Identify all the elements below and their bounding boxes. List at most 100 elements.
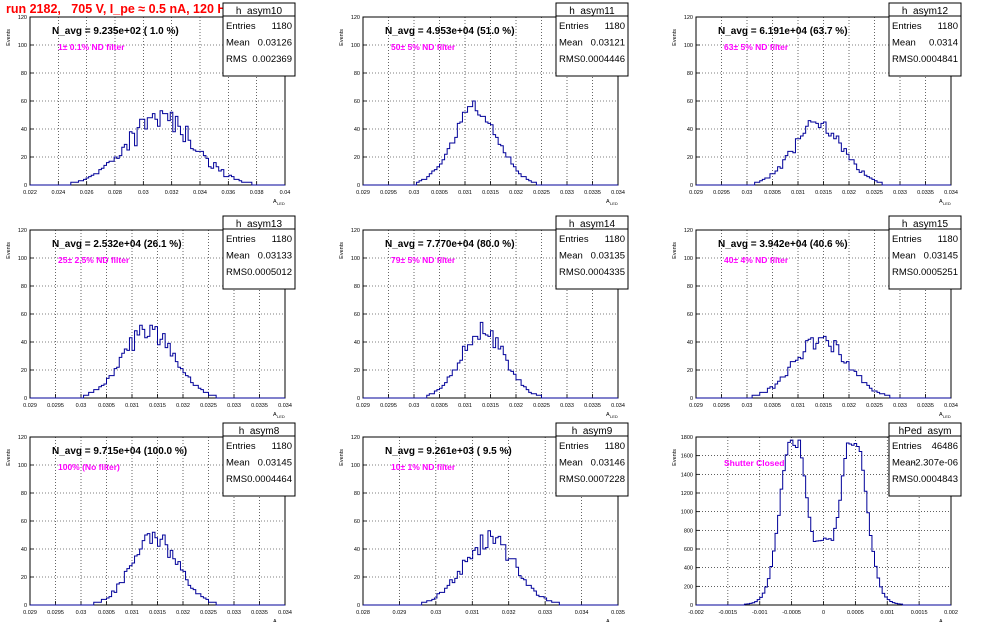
- x-axis-title: A: [939, 199, 943, 205]
- stats-value: 0.03126: [258, 38, 292, 49]
- x-tick-label: 0.0305: [764, 190, 781, 196]
- x-tick-label: 0.029: [689, 190, 703, 196]
- x-tick-label: 0.031: [465, 610, 479, 616]
- histogram-panel-h_asym14: 0.029 0.0295 0.03 0.0305 0.031 0.0315 0.032 0.0…: [339, 215, 629, 419]
- x-tick-label: 0.032: [176, 403, 190, 409]
- x-tick-label: 0.032: [842, 190, 856, 196]
- x-tick-label: 0.032: [842, 403, 856, 409]
- filter-note: 50± 5% ND filter: [391, 42, 456, 52]
- stats-body-box: [888, 228, 962, 290]
- histogram-panel-h_asym11: 0.029 0.0295 0.03 0.0305 0.031 0.0315 0.032 0.0…: [339, 2, 629, 206]
- y-tick-label: 1600: [681, 454, 693, 460]
- y-axis-title: Events: [672, 29, 678, 46]
- stats-label: Mean: [226, 458, 250, 469]
- x-tick-label: 0.03: [742, 190, 753, 196]
- y-tick-label: 80: [354, 284, 360, 290]
- x-axis-title-subscript: LED: [277, 414, 285, 419]
- histogram-name: hPed_asym: [899, 426, 952, 437]
- navg-header: N_avg = 3.942e+04 (40.6 %): [718, 239, 848, 250]
- y-tick-label: 80: [21, 491, 27, 497]
- stats-label: Mean: [226, 38, 250, 49]
- stats-value: 1180: [605, 21, 625, 32]
- stats-body-box: [222, 435, 296, 497]
- stats-value: 0.0004446: [580, 54, 625, 65]
- y-tick-label: 60: [21, 519, 27, 525]
- y-axis-title: Events: [672, 242, 678, 259]
- y-tick-label: 80: [21, 284, 27, 290]
- stats-value: 0.03145: [924, 251, 958, 262]
- stats-box: h_asym15 Entries 1180 Mean 0.03145 RMS 0.00052…: [888, 215, 962, 290]
- stats-label: RMS: [892, 267, 913, 278]
- x-tick-label: 0.002: [944, 610, 958, 616]
- x-tick-label: 0.028: [356, 610, 370, 616]
- x-tick-label: 0.022: [23, 190, 37, 196]
- x-tick-label: 0.0315: [482, 190, 499, 196]
- x-tick-label: 0.03: [138, 190, 149, 196]
- stats-value: 0.0004841: [913, 54, 958, 65]
- histogram-line: [30, 531, 285, 606]
- y-tick-label: 80: [687, 71, 693, 77]
- stats-box: h_asym11 Entries 1180 Mean 0.03121 RMS 0.00044…: [555, 2, 629, 77]
- x-tick-label: 0.0315: [815, 403, 832, 409]
- y-tick-label: 400: [684, 566, 693, 572]
- stats-value: 1180: [272, 21, 292, 32]
- x-tick-label: 0.033: [893, 403, 907, 409]
- stats-label: Entries: [559, 234, 589, 245]
- histogram-name: h_asym14: [569, 219, 616, 230]
- stats-value: 1180: [605, 441, 625, 452]
- x-tick-label: 0.026: [80, 190, 94, 196]
- y-tick-label: 0: [24, 603, 27, 609]
- x-tick-label: 0.033: [227, 403, 241, 409]
- x-tick-label: 0.0335: [251, 610, 268, 616]
- stats-body-box: [888, 15, 962, 77]
- histogram-name: h_asym9: [572, 426, 613, 437]
- histogram-line: [363, 321, 618, 399]
- x-tick-label: 0.0325: [533, 190, 550, 196]
- x-tick-label: 0.035: [611, 610, 625, 616]
- x-tick-label: 0.03: [409, 403, 420, 409]
- x-tick-label: -0.002: [688, 610, 704, 616]
- stats-box: h_asym10 Entries 1180 Mean 0.03126 RMS 0.00236…: [222, 2, 296, 77]
- x-tick-label: 0.03: [76, 403, 87, 409]
- stats-value: 0.03146: [591, 458, 625, 469]
- x-axis-title: A: [273, 412, 277, 418]
- stats-label: RMS: [559, 54, 580, 65]
- x-tick-label: -0.0005: [782, 610, 801, 616]
- y-axis-title: Events: [339, 242, 345, 259]
- navg-header: N_avg = 2.532e+04 (26.1 %): [52, 239, 182, 250]
- x-tick-label: 0.0295: [47, 610, 64, 616]
- filter-note: Shutter Closed: [724, 458, 784, 468]
- histogram-line: [363, 100, 618, 186]
- y-tick-label: 120: [351, 228, 360, 234]
- y-tick-label: 0: [357, 183, 360, 189]
- x-tick-label: 0.033: [227, 610, 241, 616]
- y-tick-label: 1800: [681, 435, 693, 441]
- y-tick-label: 100: [351, 256, 360, 262]
- y-tick-label: 600: [684, 547, 693, 553]
- histogram-line: [30, 324, 285, 399]
- stats-body-box: [555, 228, 629, 290]
- filter-note: 1± 0.1% ND filter: [58, 42, 125, 52]
- y-tick-label: 40: [354, 340, 360, 346]
- y-tick-label: 20: [687, 368, 693, 374]
- stats-value: 0.0004464: [247, 474, 292, 485]
- y-tick-label: 100: [18, 43, 27, 49]
- y-tick-label: 0: [690, 603, 693, 609]
- histogram-line: [696, 120, 951, 186]
- x-tick-label: 0.001: [880, 610, 894, 616]
- y-tick-label: 40: [354, 127, 360, 133]
- y-tick-label: 60: [354, 519, 360, 525]
- x-tick-label: 0.031: [125, 403, 139, 409]
- y-tick-label: 40: [21, 127, 27, 133]
- x-tick-label: 0.034: [575, 610, 589, 616]
- stats-label: Mean: [226, 251, 250, 262]
- navg-header: N_avg = 7.770e+04 (80.0 %): [385, 239, 515, 250]
- x-axis-title: A: [273, 619, 277, 622]
- x-axis-title: A: [606, 199, 610, 205]
- x-tick-label: 0.024: [51, 190, 65, 196]
- x-tick-label: 0.0335: [917, 190, 934, 196]
- y-tick-label: 0: [690, 396, 693, 402]
- stats-value: 0.03135: [591, 251, 625, 262]
- y-tick-label: 120: [351, 15, 360, 21]
- histogram-panel-h_asym10: 0.022 0.024 0.026 0.028 0.03 0.032 0.034 0.036 0…: [6, 2, 296, 206]
